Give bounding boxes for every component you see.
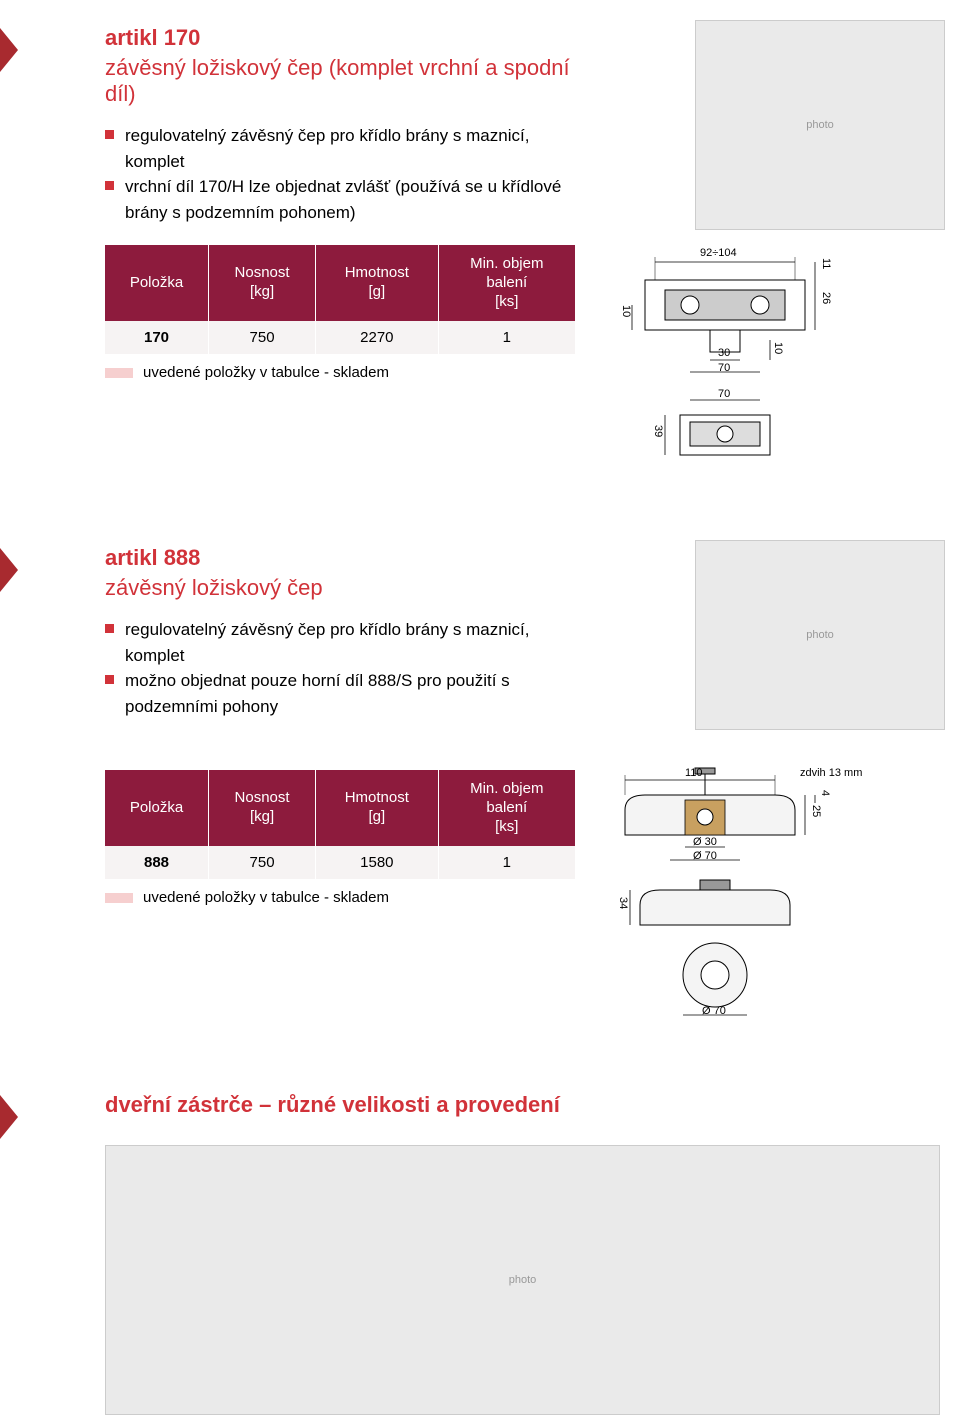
tech-drawing-170: 92÷104 11 10 26 30 70 10 70 39: [610, 250, 860, 500]
section-3: dveřní zástrče – různé velikosti a prove…: [105, 1092, 865, 1134]
spec-table: Položka Nosnost [kg] Hmotnost [g] Min. o…: [105, 770, 575, 879]
dim-label: Ø 70: [702, 1005, 726, 1017]
dim-label: 39: [652, 425, 664, 437]
dim-label: 4: [819, 790, 831, 796]
stock-swatch: [105, 893, 133, 903]
section-2: artikl 888 závěsný ložiskový čep regulov…: [105, 545, 585, 741]
dim-label: 30: [718, 347, 730, 359]
th-hmotnost: Hmotnost [g]: [316, 770, 438, 846]
section-arrow: [0, 28, 18, 72]
th-nosnost: Nosnost [kg]: [209, 770, 316, 846]
product-image-888: photo: [695, 540, 945, 730]
cell: 170: [105, 321, 209, 354]
dim-label: Ø 30: [693, 836, 717, 848]
dim-label: 70: [718, 362, 730, 374]
th-minobjem: Min. objem balení [ks]: [438, 770, 575, 846]
dim-label: zdvih 13 mm: [800, 767, 862, 779]
spec-table: Položka Nosnost [kg] Hmotnost [g] Min. o…: [105, 245, 575, 354]
section1-bullets: regulovatelný závěsný čep pro křídlo brá…: [105, 123, 585, 225]
dim-label: 25: [810, 805, 822, 817]
bullet-item: vrchní díl 170/H lze objednat zvlášť (po…: [105, 174, 585, 225]
section2-subtitle: závěsný ložiskový čep: [105, 575, 585, 601]
dim-label: 110: [685, 767, 703, 779]
cell: 2270: [316, 321, 438, 354]
dim-label: 34: [617, 897, 629, 909]
dim-label: Ø 70: [693, 850, 717, 862]
section-arrow: [0, 548, 18, 592]
bullet-item: regulovatelný závěsný čep pro křídlo brá…: [105, 617, 585, 668]
th-polozka: Položka: [105, 770, 209, 846]
dim-label: 10: [772, 342, 784, 354]
th-minobjem: Min. objem balení [ks]: [438, 245, 575, 321]
bullet-item: možno objednat pouze horní díl 888/S pro…: [105, 668, 585, 719]
section1-table-block: Položka Nosnost [kg] Hmotnost [g] Min. o…: [105, 245, 585, 381]
stock-note: uvedené položky v tabulce - skladem: [105, 364, 585, 381]
th-hmotnost: Hmotnost [g]: [316, 245, 438, 321]
cell: 1: [438, 321, 575, 354]
section2-title: artikl 888: [105, 545, 585, 571]
dim-label: 70: [718, 388, 730, 400]
section-1: artikl 170 závěsný ložiskový čep (komple…: [105, 25, 585, 247]
cell: 750: [209, 321, 316, 354]
th-polozka: Položka: [105, 245, 209, 321]
section2-table-block: Položka Nosnost [kg] Hmotnost [g] Min. o…: [105, 770, 585, 906]
cell: 750: [209, 846, 316, 879]
cell: 1580: [316, 846, 438, 879]
dim-label: 10: [620, 305, 632, 317]
table-row: 170 750 2270 1: [105, 321, 575, 354]
section2-bullets: regulovatelný závěsný čep pro křídlo brá…: [105, 617, 585, 719]
section1-title: artikl 170: [105, 25, 585, 51]
stock-note-text: uvedené položky v tabulce - skladem: [143, 889, 389, 906]
dim-label: 11: [820, 258, 832, 269]
dim-label: 92÷104: [700, 247, 737, 259]
stock-note: uvedené položky v tabulce - skladem: [105, 889, 585, 906]
th-nosnost: Nosnost [kg]: [209, 245, 316, 321]
section3-title: dveřní zástrče – různé velikosti a prove…: [105, 1092, 865, 1118]
stock-swatch: [105, 368, 133, 378]
section1-subtitle: závěsný ložiskový čep (komplet vrchní a …: [105, 55, 585, 107]
stock-note-text: uvedené položky v tabulce - skladem: [143, 364, 389, 381]
product-image-170: photo: [695, 20, 945, 230]
product-image-zastrce: photo: [105, 1145, 940, 1415]
cell: 1: [438, 846, 575, 879]
bullet-item: regulovatelný závěsný čep pro křídlo brá…: [105, 123, 585, 174]
tech-drawing-888: 110 zdvih 13 mm 25 4 Ø 30 Ø 70 34 Ø 70: [600, 765, 900, 1025]
section-arrow: [0, 1095, 18, 1139]
table-row: 888 750 1580 1: [105, 846, 575, 879]
dim-label: 26: [820, 292, 832, 304]
cell: 888: [105, 846, 209, 879]
